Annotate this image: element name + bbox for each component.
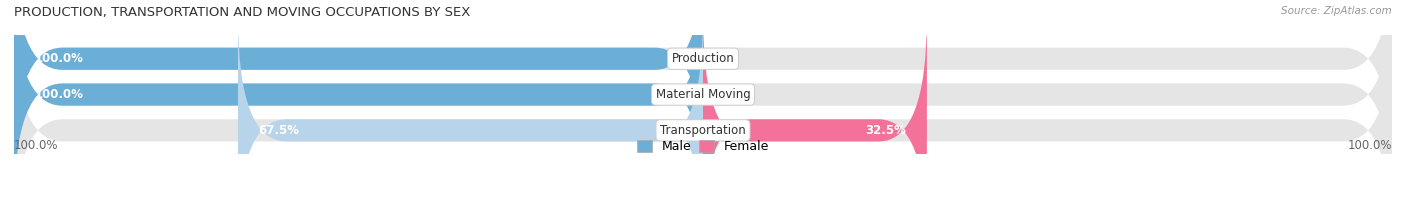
Text: 100.0%: 100.0%: [35, 88, 83, 101]
Text: 100.0%: 100.0%: [1347, 139, 1392, 152]
FancyBboxPatch shape: [14, 0, 1392, 197]
Text: Source: ZipAtlas.com: Source: ZipAtlas.com: [1281, 6, 1392, 16]
Text: 32.5%: 32.5%: [865, 124, 907, 137]
Text: PRODUCTION, TRANSPORTATION AND MOVING OCCUPATIONS BY SEX: PRODUCTION, TRANSPORTATION AND MOVING OC…: [14, 6, 471, 19]
Text: 100.0%: 100.0%: [14, 139, 59, 152]
FancyBboxPatch shape: [14, 16, 1392, 197]
Text: Material Moving: Material Moving: [655, 88, 751, 101]
Text: 67.5%: 67.5%: [259, 124, 299, 137]
FancyBboxPatch shape: [238, 16, 703, 197]
FancyBboxPatch shape: [14, 0, 703, 197]
Text: Production: Production: [672, 52, 734, 65]
Text: Transportation: Transportation: [661, 124, 745, 137]
FancyBboxPatch shape: [14, 0, 703, 173]
Legend: Male, Female: Male, Female: [637, 140, 769, 153]
Text: 100.0%: 100.0%: [35, 52, 83, 65]
FancyBboxPatch shape: [703, 16, 927, 197]
FancyBboxPatch shape: [14, 0, 1392, 173]
